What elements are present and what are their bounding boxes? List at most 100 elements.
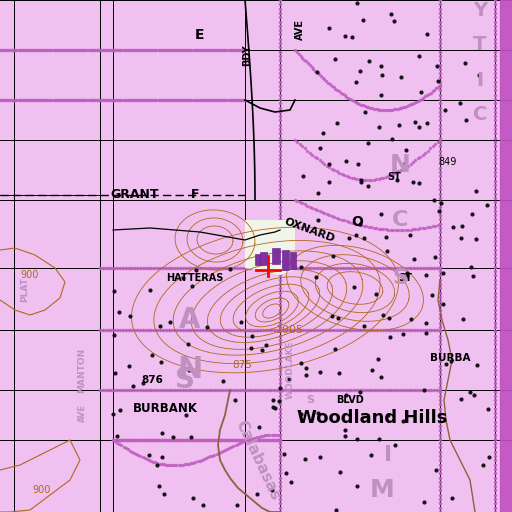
Point xyxy=(377,210,386,218)
Point xyxy=(436,220,444,228)
Point xyxy=(426,89,435,97)
Point xyxy=(385,386,393,394)
Point xyxy=(403,271,411,280)
Point xyxy=(179,274,187,282)
Point xyxy=(276,297,284,305)
Point xyxy=(388,135,396,143)
Point xyxy=(479,460,487,468)
Point xyxy=(169,96,177,104)
Point xyxy=(166,461,174,469)
Point xyxy=(276,138,284,146)
Point xyxy=(491,60,499,69)
Point xyxy=(191,458,200,466)
Point xyxy=(276,216,284,224)
Point xyxy=(194,46,202,54)
Point xyxy=(276,293,284,301)
Point xyxy=(153,436,161,444)
Point xyxy=(72,96,80,104)
Point xyxy=(345,173,353,181)
Point xyxy=(396,386,404,394)
Point xyxy=(122,386,130,394)
Point xyxy=(158,453,166,461)
Point xyxy=(276,280,284,288)
Point xyxy=(257,432,265,440)
Point xyxy=(210,451,219,459)
Point xyxy=(436,327,444,335)
Point xyxy=(414,97,422,105)
Point xyxy=(177,96,185,104)
Point xyxy=(296,386,304,394)
Point xyxy=(436,306,444,314)
Point xyxy=(213,326,221,334)
Point xyxy=(276,310,284,318)
Point xyxy=(436,499,444,507)
Point xyxy=(436,81,444,90)
Point xyxy=(190,436,199,444)
Point xyxy=(214,436,222,444)
Point xyxy=(273,386,281,394)
Point xyxy=(144,436,152,444)
Point xyxy=(276,245,284,253)
Point xyxy=(491,383,499,391)
Point xyxy=(491,323,499,331)
Point xyxy=(436,125,444,133)
Point xyxy=(115,46,123,54)
Point xyxy=(388,386,396,394)
Point xyxy=(248,434,257,442)
Point xyxy=(276,452,284,460)
Point xyxy=(74,96,82,104)
Point xyxy=(421,148,430,157)
Point xyxy=(472,186,480,195)
Point xyxy=(360,233,369,242)
Point xyxy=(387,105,395,114)
Point xyxy=(377,225,385,233)
Point xyxy=(436,108,444,116)
Point xyxy=(134,451,142,459)
Point xyxy=(276,39,284,47)
Point xyxy=(394,226,402,234)
Point xyxy=(222,326,230,334)
Point xyxy=(163,96,171,104)
Point xyxy=(307,386,315,394)
Point xyxy=(491,168,499,176)
Point xyxy=(491,379,499,387)
Point xyxy=(237,46,245,54)
Point xyxy=(394,104,402,113)
Point xyxy=(301,455,309,463)
Point xyxy=(240,437,248,445)
Point xyxy=(342,386,350,394)
Point xyxy=(193,266,201,274)
Point xyxy=(421,223,430,231)
Point xyxy=(424,326,433,334)
Point xyxy=(471,391,479,399)
Text: ST: ST xyxy=(387,172,401,182)
Point xyxy=(218,46,226,54)
Point xyxy=(347,326,355,334)
Point xyxy=(436,30,444,38)
Point xyxy=(355,175,363,183)
Point xyxy=(316,326,324,334)
Point xyxy=(421,264,430,272)
Polygon shape xyxy=(245,220,295,275)
Point xyxy=(46,96,54,104)
Point xyxy=(436,478,444,486)
Point xyxy=(436,112,444,120)
Point xyxy=(296,264,304,272)
Point xyxy=(99,96,107,104)
Point xyxy=(122,326,130,334)
Point xyxy=(80,46,89,54)
Point xyxy=(431,86,439,94)
Point xyxy=(436,465,444,473)
Point xyxy=(410,255,418,263)
Point xyxy=(225,436,233,444)
Point xyxy=(332,505,340,512)
Point xyxy=(193,386,201,394)
Point xyxy=(175,461,183,469)
Point xyxy=(238,436,246,444)
Point xyxy=(327,264,335,272)
Point xyxy=(436,267,444,275)
Point xyxy=(305,264,313,272)
Point xyxy=(335,168,344,177)
Point xyxy=(436,447,444,456)
Point xyxy=(72,46,80,54)
